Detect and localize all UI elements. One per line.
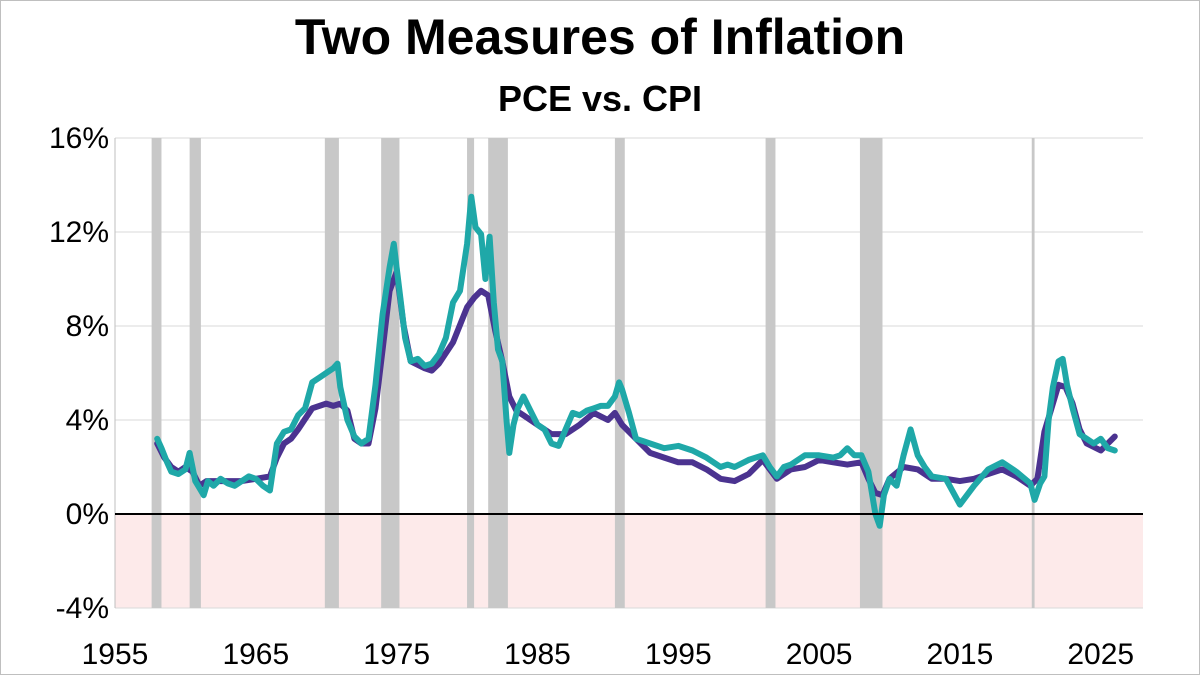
x-tick-label: 1965 <box>222 638 289 671</box>
axis-layer <box>114 138 1143 608</box>
chart-subtitle: PCE vs. CPI <box>497 78 703 119</box>
recession-bar-9 <box>1031 138 1035 608</box>
y-tick-label: 0% <box>66 498 109 531</box>
y-tick-label: 4% <box>66 404 109 437</box>
y-tick-label: 12% <box>49 216 109 249</box>
y-tick-label: -4% <box>56 592 109 625</box>
x-tick-labels: 1955 1965 1975 1985 1995 2005 2015 2025 <box>82 638 1135 671</box>
y-tick-labels: -4% 0% 4% 8% 12% 16% <box>49 122 109 625</box>
recession-bar-6 <box>614 138 625 608</box>
y-tick-label: 8% <box>66 310 109 343</box>
recession-bar-3 <box>381 138 400 608</box>
y-tick-label: 16% <box>49 122 109 155</box>
x-tick-label: 1995 <box>645 638 712 671</box>
chart-title: Two Measures of Inflation <box>294 9 906 65</box>
recession-bar-8 <box>859 138 883 608</box>
x-tick-label: 2025 <box>1067 638 1134 671</box>
recession-bar-0 <box>151 138 162 608</box>
recession-bar-4 <box>467 138 475 608</box>
x-tick-label: 1955 <box>82 638 149 671</box>
x-tick-label: 1975 <box>363 638 430 671</box>
recession-bar-7 <box>765 138 776 608</box>
recession-layer <box>151 138 1035 608</box>
x-tick-label: 1985 <box>504 638 571 671</box>
background-layer <box>115 514 1143 608</box>
x-tick-label: 2005 <box>786 638 853 671</box>
negative-region <box>115 514 1143 608</box>
recession-bar-1 <box>189 138 201 608</box>
x-tick-label: 2015 <box>927 638 994 671</box>
series-layer <box>154 193 1118 529</box>
series-line-0 <box>154 268 1118 499</box>
series-line-1 <box>154 193 1118 529</box>
recession-bar-2 <box>324 138 339 608</box>
